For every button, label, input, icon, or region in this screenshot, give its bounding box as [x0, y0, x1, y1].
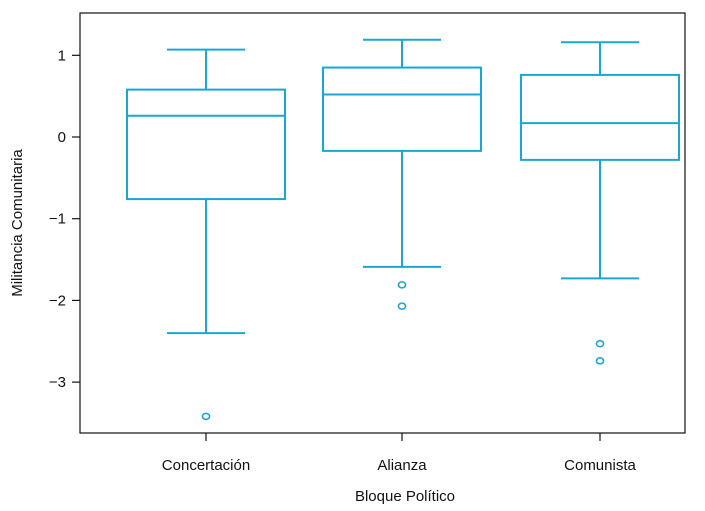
box-comunista [520, 41, 680, 365]
x-axis-label: Bloque Político [355, 488, 455, 505]
y-tick-label: 1 [58, 47, 66, 64]
x-tick-label: Comunista [564, 457, 636, 474]
outlier-point [397, 302, 407, 310]
plot-frame [79, 12, 686, 434]
x-tick-label: Concertación [162, 457, 250, 474]
outlier-point [201, 412, 211, 421]
y-tick-label: −3 [49, 374, 66, 391]
box-alianza [322, 38, 482, 310]
box-iqr [322, 66, 482, 152]
outlier-point [397, 281, 407, 289]
y-axis-label: Militancia Comunitaria [9, 149, 26, 297]
y-tick-label: −2 [49, 292, 66, 309]
x-axis: Concertación Alianza Comunista [162, 433, 637, 474]
y-tick-label: −1 [49, 211, 66, 228]
outlier-point [595, 339, 605, 348]
outlier-point [595, 357, 605, 365]
boxes-group [126, 38, 680, 421]
x-tick-label: Alianza [377, 457, 427, 474]
y-axis: 1 0 −1 −2 −3 [49, 47, 80, 391]
y-tick-label: 0 [58, 129, 66, 146]
box-iqr [520, 73, 680, 161]
box-concertacin [126, 48, 286, 421]
box-iqr [126, 88, 286, 201]
